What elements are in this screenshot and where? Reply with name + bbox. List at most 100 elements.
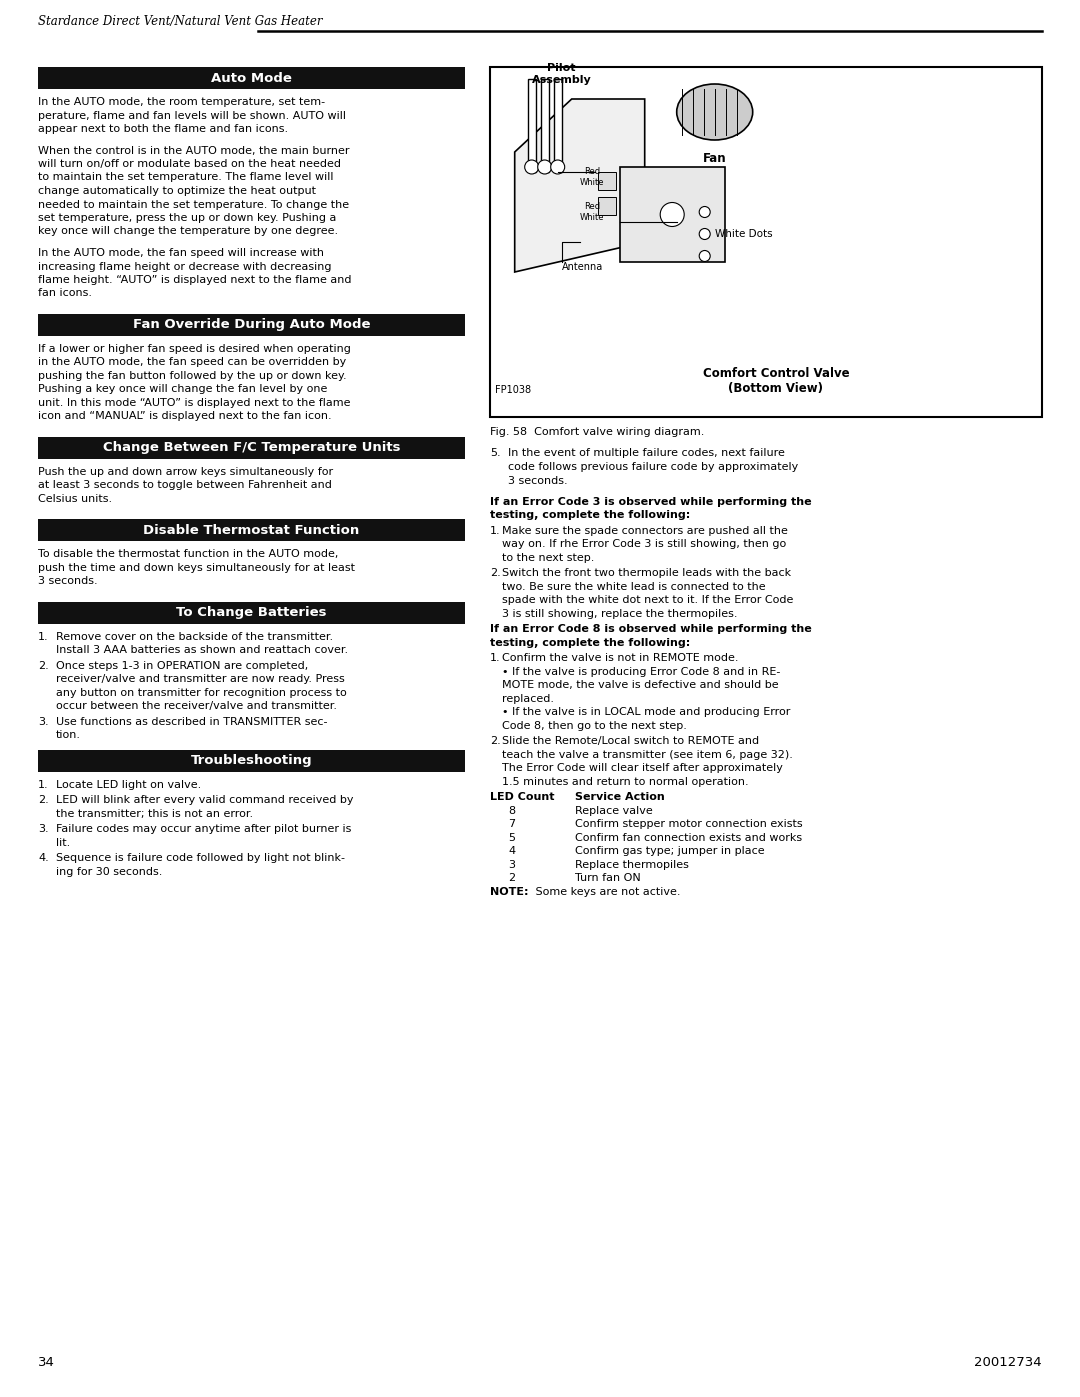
Text: to the next step.: to the next step. [502, 553, 594, 563]
Text: 2.: 2. [38, 661, 49, 671]
Bar [597, 197, 616, 215]
Text: 34: 34 [38, 1356, 55, 1369]
Text: Comfort Control Valve
(Bottom View): Comfort Control Valve (Bottom View) [702, 367, 849, 395]
Text: Switch the front two thermopile leads with the back: Switch the front two thermopile leads wi… [502, 569, 791, 578]
Text: Make sure the spade connectors are pushed all the: Make sure the spade connectors are pushe… [502, 527, 787, 536]
Text: Some keys are not active.: Some keys are not active. [531, 887, 680, 897]
Bar [528, 80, 536, 172]
Text: 2.: 2. [489, 736, 500, 746]
Text: Remove cover on the backside of the transmitter.: Remove cover on the backside of the tran… [56, 631, 333, 643]
Text: Turn fan ON: Turn fan ON [575, 873, 640, 883]
Text: LED will blink after every valid command received by: LED will blink after every valid command… [56, 795, 353, 806]
Text: way on. If rhe Error Code 3 is still showing, then go: way on. If rhe Error Code 3 is still sho… [502, 539, 786, 549]
Text: Replace valve: Replace valve [575, 806, 652, 816]
Text: 2: 2 [508, 873, 515, 883]
Bar [38, 602, 464, 624]
Bar [38, 750, 464, 773]
Text: Red
White: Red White [580, 168, 604, 187]
Text: Fan Override During Auto Mode: Fan Override During Auto Mode [133, 319, 370, 331]
Circle shape [660, 203, 685, 226]
Text: Slide the Remote/Local switch to REMOTE and: Slide the Remote/Local switch to REMOTE … [502, 736, 759, 746]
Text: testing, complete the following:: testing, complete the following: [489, 510, 690, 521]
Text: increasing flame height or decrease with decreasing: increasing flame height or decrease with… [38, 261, 332, 271]
Text: testing, complete the following:: testing, complete the following: [489, 638, 690, 648]
Text: tion.: tion. [56, 731, 81, 740]
Text: perature, flame and fan levels will be shown. AUTO will: perature, flame and fan levels will be s… [38, 110, 346, 120]
Text: occur between the receiver/valve and transmitter.: occur between the receiver/valve and tra… [56, 701, 337, 711]
Bar [489, 67, 1042, 416]
Text: 3 is still showing, replace the thermopiles.: 3 is still showing, replace the thermopi… [502, 609, 738, 619]
Text: Pushing a key once will change the fan level by one: Pushing a key once will change the fan l… [38, 384, 327, 394]
Circle shape [551, 161, 565, 175]
Bar [620, 168, 725, 263]
Circle shape [525, 161, 539, 175]
Circle shape [699, 207, 711, 218]
Text: Replace thermopiles: Replace thermopiles [575, 861, 689, 870]
Text: 1.5 minutes and return to normal operation.: 1.5 minutes and return to normal operati… [502, 777, 748, 787]
Text: In the AUTO mode, the fan speed will increase with: In the AUTO mode, the fan speed will inc… [38, 249, 324, 258]
Text: Red
White: Red White [580, 203, 604, 222]
Text: push the time and down keys simultaneously for at least: push the time and down keys simultaneous… [38, 563, 355, 573]
Text: Once steps 1-3 in OPERATION are completed,: Once steps 1-3 in OPERATION are complete… [56, 661, 308, 671]
Text: 20012734: 20012734 [974, 1356, 1042, 1369]
Text: 7: 7 [508, 820, 515, 830]
Text: • If the valve is in LOCAL mode and producing Error: • If the valve is in LOCAL mode and prod… [502, 707, 791, 718]
Text: To Change Batteries: To Change Batteries [176, 606, 326, 619]
Text: icon and “MANUAL” is displayed next to the fan icon.: icon and “MANUAL” is displayed next to t… [38, 412, 332, 422]
Text: In the event of multiple failure codes, next failure: In the event of multiple failure codes, … [508, 448, 784, 458]
Text: 4.: 4. [38, 854, 49, 863]
Text: If an Error Code 3 is observed while performing the: If an Error Code 3 is observed while per… [489, 497, 811, 507]
Text: 4: 4 [508, 847, 515, 856]
Ellipse shape [677, 84, 753, 140]
Text: 3.: 3. [38, 717, 49, 726]
Text: Celsius units.: Celsius units. [38, 495, 112, 504]
Text: NOTE:: NOTE: [489, 887, 528, 897]
Text: to maintain the set temperature. The flame level will: to maintain the set temperature. The fla… [38, 172, 334, 183]
Text: Troubleshooting: Troubleshooting [190, 754, 312, 767]
Text: 3 seconds.: 3 seconds. [508, 475, 567, 486]
Text: Fig. 58  Comfort valve wiring diagram.: Fig. 58 Comfort valve wiring diagram. [489, 427, 704, 437]
Text: • If the valve is producing Error Code 8 and in RE-: • If the valve is producing Error Code 8… [502, 666, 780, 678]
Text: When the control is in the AUTO mode, the main burner: When the control is in the AUTO mode, th… [38, 145, 350, 155]
Text: the transmitter; this is not an error.: the transmitter; this is not an error. [56, 809, 253, 819]
Text: lit.: lit. [56, 838, 70, 848]
Text: needed to maintain the set temperature. To change the: needed to maintain the set temperature. … [38, 200, 349, 210]
Text: 1.: 1. [489, 654, 500, 664]
Circle shape [699, 250, 711, 261]
Bar [38, 67, 464, 89]
Text: Auto Mode: Auto Mode [211, 71, 292, 84]
Text: If a lower or higher fan speed is desired when operating: If a lower or higher fan speed is desire… [38, 344, 351, 353]
Text: 3.: 3. [38, 824, 49, 834]
Text: 3 seconds.: 3 seconds. [38, 577, 97, 587]
Text: Failure codes may occur anytime after pilot burner is: Failure codes may occur anytime after pi… [56, 824, 351, 834]
Text: Pilot
Assembly: Pilot Assembly [531, 63, 592, 85]
Text: Sequence is failure code followed by light not blink-: Sequence is failure code followed by lig… [56, 854, 345, 863]
Bar [38, 314, 464, 337]
Text: 8: 8 [508, 806, 515, 816]
Text: 1.: 1. [38, 780, 49, 789]
Bar [541, 80, 549, 172]
Text: Install 3 AAA batteries as shown and reattach cover.: Install 3 AAA batteries as shown and rea… [56, 645, 348, 655]
Text: 2.: 2. [489, 569, 500, 578]
Text: any button on transmitter for recognition process to: any button on transmitter for recognitio… [56, 687, 347, 698]
Text: Service Action: Service Action [575, 792, 664, 802]
Text: If an Error Code 8 is observed while performing the: If an Error Code 8 is observed while per… [489, 624, 811, 634]
Text: fan icons.: fan icons. [38, 289, 92, 299]
Bar [554, 80, 562, 172]
Circle shape [538, 161, 552, 175]
Text: Disable Thermostat Function: Disable Thermostat Function [144, 524, 360, 536]
Text: receiver/valve and transmitter are now ready. Press: receiver/valve and transmitter are now r… [56, 675, 345, 685]
Text: replaced.: replaced. [502, 694, 554, 704]
Text: unit. In this mode “AUTO” is displayed next to the flame: unit. In this mode “AUTO” is displayed n… [38, 398, 351, 408]
Text: teach the valve a transmitter (see item 6, page 32).: teach the valve a transmitter (see item … [502, 750, 793, 760]
Text: MOTE mode, the valve is defective and should be: MOTE mode, the valve is defective and sh… [502, 680, 779, 690]
Text: Confirm gas type; jumper in place: Confirm gas type; jumper in place [575, 847, 765, 856]
Text: In the AUTO mode, the room temperature, set tem-: In the AUTO mode, the room temperature, … [38, 96, 325, 108]
Bar [38, 520, 464, 542]
Text: appear next to both the flame and fan icons.: appear next to both the flame and fan ic… [38, 124, 288, 134]
Text: flame height. “AUTO” is displayed next to the flame and: flame height. “AUTO” is displayed next t… [38, 275, 351, 285]
Text: White Dots: White Dots [715, 229, 772, 239]
Text: Use functions as described in TRANSMITTER sec-: Use functions as described in TRANSMITTE… [56, 717, 327, 726]
Text: in the AUTO mode, the fan speed can be overridden by: in the AUTO mode, the fan speed can be o… [38, 358, 347, 367]
Text: The Error Code will clear itself after approximately: The Error Code will clear itself after a… [502, 764, 783, 774]
